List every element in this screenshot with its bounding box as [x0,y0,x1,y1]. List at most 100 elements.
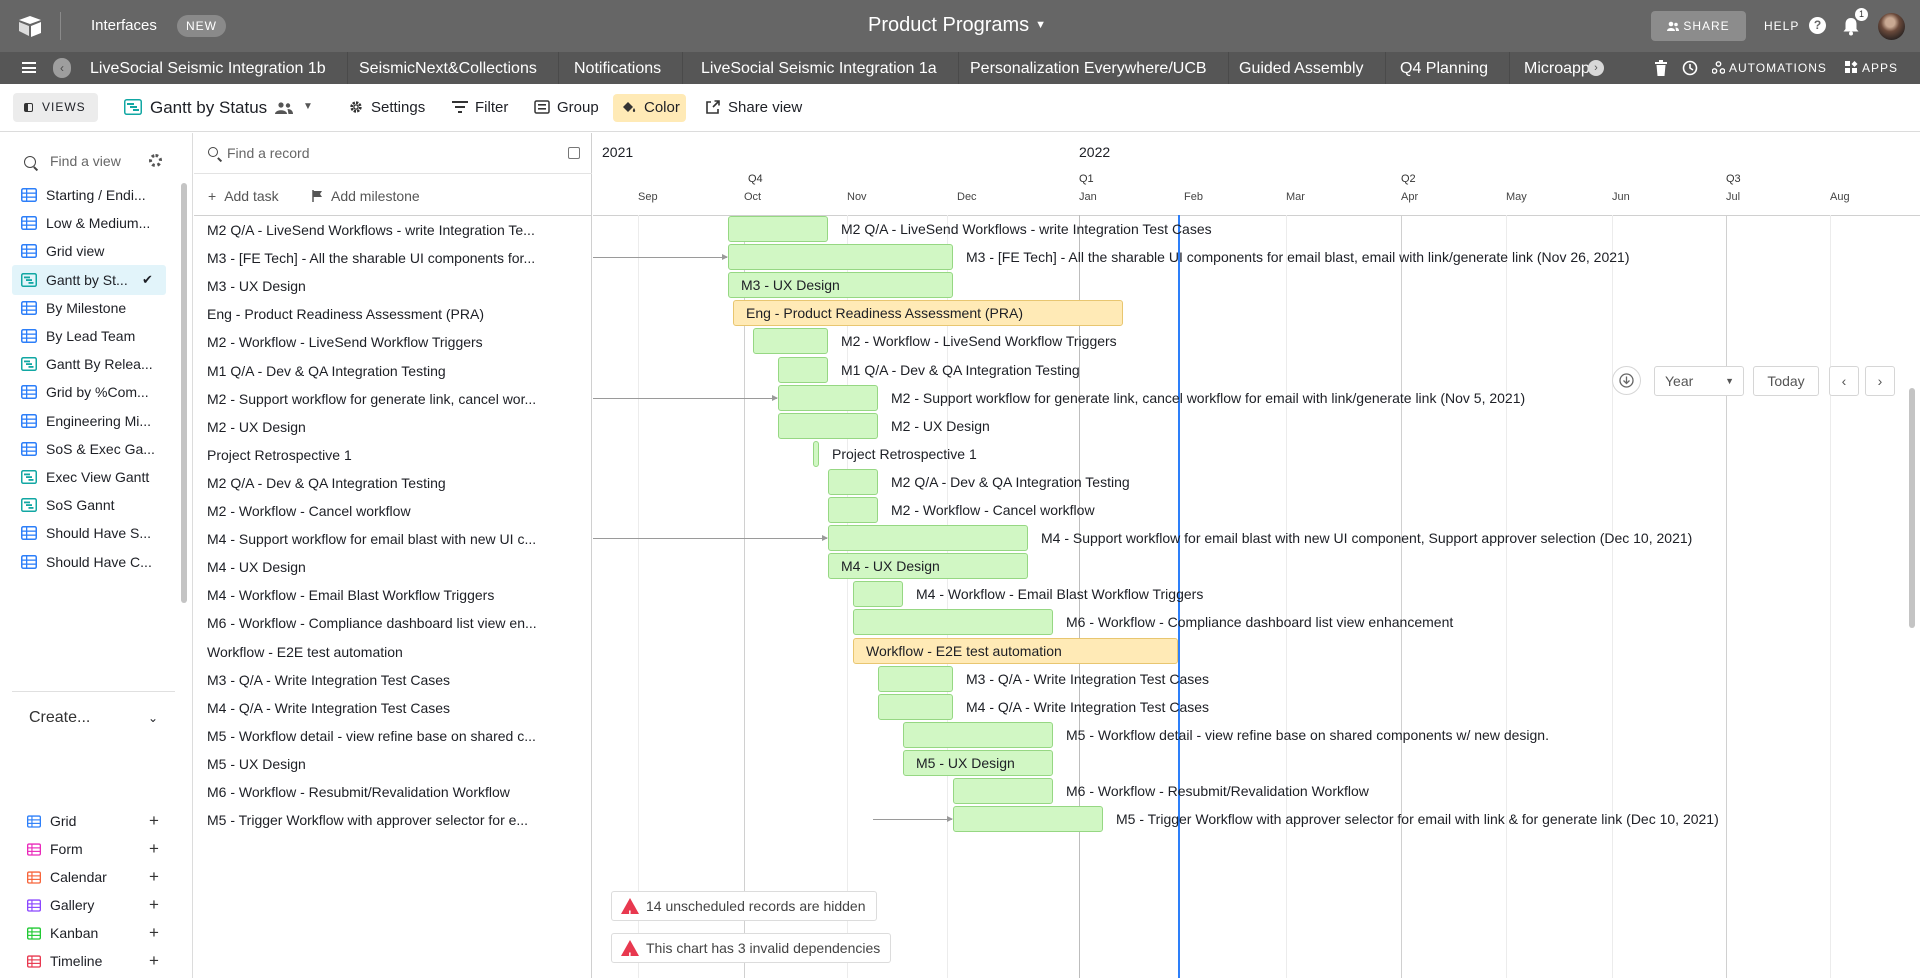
sidebar-view-item[interactable]: Exec View Gantt [12,462,166,492]
tab-guided-assembly[interactable]: Guided Assembly [1218,52,1386,84]
record-row[interactable]: M5 - Trigger Workflow with approver sele… [207,812,529,829]
gantt-task-bar[interactable] [753,328,828,355]
record-row[interactable]: M2 - Workflow - Cancel workflow [207,503,411,519]
record-row[interactable]: Project Retrospective 1 [207,446,352,463]
help-link[interactable]: HELP [1764,19,1800,33]
gantt-task-bar[interactable] [778,384,878,411]
filter-button[interactable]: Filter [452,99,508,116]
create-view-item[interactable]: Gallery + [27,895,167,916]
notifications-bell-icon[interactable] [1842,16,1860,36]
record-row[interactable]: M5 - UX Design [207,755,306,772]
gantt-task-bar[interactable] [828,525,1028,552]
sidebar-view-item[interactable]: Engineering Mi... [12,406,166,436]
tab-q4-planning[interactable]: Q4 Planning [1379,52,1511,84]
record-row[interactable]: M3 - Q/A - Write Integration Test Cases [207,671,451,688]
invalid-dependencies-warning[interactable]: This chart has 3 invalid dependencies [611,933,892,971]
today-button[interactable]: Today [1753,366,1819,396]
gantt-task-bar[interactable] [903,749,1053,776]
gantt-task-bar[interactable] [953,806,1103,833]
sidebar-view-item[interactable]: Grid by %Com... [12,377,166,407]
help-icon[interactable]: ? [1809,17,1826,34]
tab-microapp[interactable]: Microapp [1524,60,1590,77]
views-toggle-button[interactable]: VIEWS [13,93,98,122]
view-menu-chevron-icon[interactable]: ▼ [303,101,313,112]
gantt-task-bar[interactable] [828,468,878,495]
base-title-button[interactable]: Product Programs ▼ [868,14,1046,37]
gantt-task-bar[interactable] [853,609,1053,636]
create-view-item[interactable]: Timeline + [27,951,167,972]
record-row[interactable]: M4 - Q/A - Write Integration Test Cases [207,699,451,716]
sidebar-view-item[interactable]: SoS Gannt [12,490,166,520]
record-row[interactable]: Workflow - E2E test automation [207,643,403,660]
sidebar-view-item[interactable]: Should Have C... [12,547,166,577]
gantt-task-bar[interactable] [953,778,1053,804]
gantt-task-bar[interactable] [778,412,878,439]
tab-livesocial-1a[interactable]: LiveSocial Seismic Integration 1a [680,52,959,84]
record-row[interactable]: M3 - [FE Tech] - All the sharable UI com… [207,250,536,267]
apps-button[interactable]: APPS [1845,61,1898,75]
record-row[interactable]: Eng - Product Readiness Assessment (PRA) [207,306,485,323]
timescale-select[interactable]: Year ▼ [1654,366,1744,396]
record-row[interactable]: M3 - UX Design [207,278,306,295]
gantt-scrollbar[interactable] [1909,388,1915,628]
record-row[interactable]: M2 Q/A - Dev & QA Integration Testing [207,474,446,491]
find-record-input[interactable]: Find a record [227,145,310,161]
automations-button[interactable]: AUTOMATIONS [1711,61,1827,75]
export-download-button[interactable] [1612,366,1641,395]
create-view-item[interactable]: Calendar + [27,867,167,888]
airtable-logo-icon[interactable] [18,15,42,37]
color-button[interactable]: Color [621,99,680,116]
record-row[interactable]: M6 - Workflow - Compliance dashboard lis… [207,615,537,632]
tab-personalization[interactable]: Personalization Everywhere/UCB [949,52,1229,84]
record-row[interactable]: M2 - Support workflow for generate link,… [207,390,537,407]
record-row[interactable]: M4 - Support workflow for email blast wi… [207,531,537,548]
record-row[interactable]: M4 - UX Design [207,559,306,576]
trash-icon[interactable] [1655,60,1667,76]
tab-seismicnext[interactable]: SeismicNext&Collections [338,52,559,84]
view-name-button[interactable]: Gantt by Status [150,98,268,117]
find-view-input[interactable]: Find a view [50,153,121,169]
add-task-button[interactable]: + Add task [208,188,279,204]
next-period-button[interactable]: › [1865,366,1895,396]
gantt-task-bar[interactable] [903,721,1053,748]
record-row[interactable]: M4 - Workflow - Email Blast Workflow Tri… [207,587,495,604]
gantt-task-bar[interactable] [878,693,953,720]
settings-button[interactable]: Settings [348,99,425,116]
create-view-item[interactable]: Kanban + [27,923,167,944]
user-avatar[interactable] [1878,13,1905,40]
share-view-button[interactable]: Share view [705,99,802,116]
record-row[interactable]: M5 - Workflow detail - view refine base … [207,727,536,744]
interfaces-link[interactable]: Interfaces [91,17,157,34]
gantt-task-bar[interactable] [778,356,828,383]
history-icon[interactable] [1682,60,1698,76]
sidebar-view-item[interactable]: By Lead Team [12,321,166,351]
share-button[interactable]: SHARE [1651,11,1746,41]
create-view-item[interactable]: Form + [27,839,167,860]
gear-icon[interactable] [149,154,162,167]
add-milestone-button[interactable]: Add milestone [312,188,420,204]
sidebar-view-item[interactable]: Low & Medium... [12,208,166,238]
record-row[interactable]: M6 - Workflow - Resubmit/Revalidation Wo… [207,784,510,800]
gantt-task-bar[interactable] [728,272,953,299]
sidebar-view-item[interactable]: By Milestone [12,293,166,323]
sidebar-view-item[interactable]: Gantt By Relea... [12,349,166,379]
create-view-label[interactable]: Create... [29,709,91,726]
gantt-task-bar[interactable] [853,581,903,608]
tab-notifications[interactable]: Notifications [553,52,684,84]
gantt-task-bar[interactable] [813,440,819,467]
gantt-task-bar[interactable] [728,244,953,271]
gantt-task-bar[interactable] [728,216,828,242]
chevron-down-icon[interactable]: ⌄ [148,711,159,725]
gantt-task-bar[interactable] [878,665,953,692]
sidebar-view-item[interactable]: Should Have S... [12,518,166,548]
gantt-task-bar[interactable] [828,553,1028,580]
sidebar-view-item[interactable]: Starting / Endi... [12,180,166,210]
sidebar-view-item[interactable]: Gantt by St... ✔ [12,264,166,295]
group-button[interactable]: Group [534,99,599,116]
gantt-task-bar[interactable] [733,300,1123,327]
sidebar-scrollbar[interactable] [181,183,187,603]
gantt-task-bar[interactable] [828,497,878,523]
tabs-scroll-left-icon[interactable]: ‹ [53,58,71,78]
record-row[interactable]: M1 Q/A - Dev & QA Integration Testing [207,362,446,379]
previous-period-button[interactable]: ‹ [1829,366,1859,396]
